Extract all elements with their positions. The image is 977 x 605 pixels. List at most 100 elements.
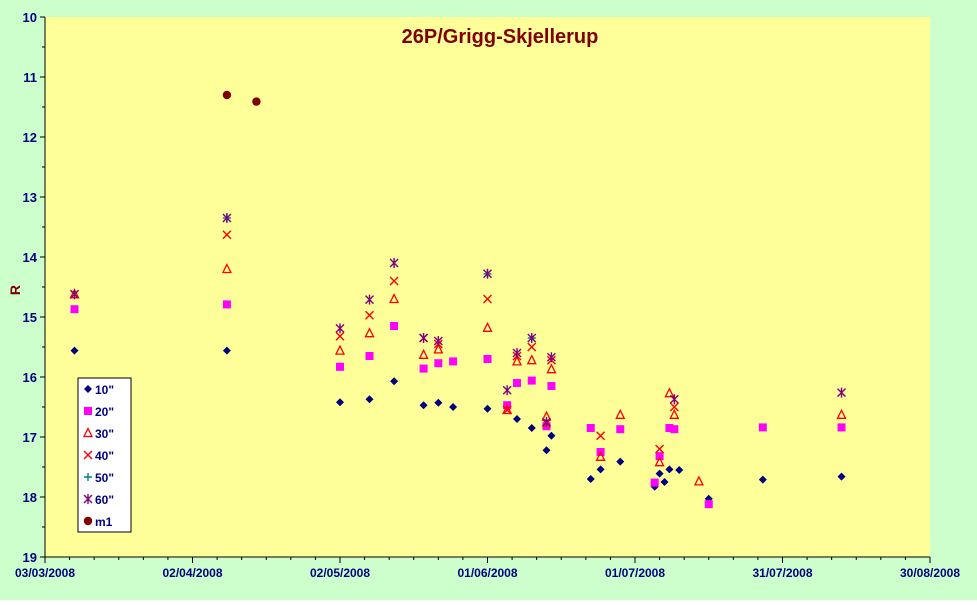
data-point xyxy=(483,294,492,304)
data-point xyxy=(70,289,79,300)
data-point xyxy=(70,346,79,355)
legend-marker xyxy=(83,494,93,504)
data-point xyxy=(434,359,443,368)
data-point xyxy=(660,478,669,486)
data-point xyxy=(449,403,458,411)
data-point xyxy=(596,431,606,441)
data-point xyxy=(669,402,679,412)
y-tick-label: 16 xyxy=(23,370,37,385)
data-point xyxy=(546,352,556,363)
data-point xyxy=(483,355,492,363)
data-point xyxy=(449,357,458,366)
data-point xyxy=(547,431,556,440)
legend-label: 60" xyxy=(95,493,114,507)
y-axis-label: R xyxy=(7,285,23,295)
data-point xyxy=(758,475,767,484)
legend-label: 20" xyxy=(95,405,114,419)
data-point xyxy=(336,362,344,371)
data-point xyxy=(650,478,659,487)
legend-box xyxy=(77,377,132,533)
data-point xyxy=(483,404,492,413)
data-point xyxy=(389,293,400,304)
data-point xyxy=(837,472,846,481)
y-tick-label: 17 xyxy=(23,430,37,445)
x-ticks: 03/03/2008 02/04/2008 02/05/2008 01/06/2008… xyxy=(15,557,960,580)
data-point xyxy=(527,424,536,432)
data-point xyxy=(502,385,512,396)
data-point xyxy=(655,469,664,478)
data-point xyxy=(390,322,399,330)
y-tick-label: 19 xyxy=(23,550,37,565)
data-point xyxy=(836,408,847,419)
plot-area xyxy=(45,17,930,557)
data-point xyxy=(527,342,537,352)
data-point xyxy=(513,415,521,423)
data-point xyxy=(222,90,232,100)
data-point xyxy=(365,395,374,404)
data-point xyxy=(837,423,846,432)
data-point xyxy=(433,343,444,354)
data-point xyxy=(542,446,551,455)
data-point xyxy=(513,379,521,387)
legend-label: m1 xyxy=(95,515,113,529)
data-point xyxy=(418,348,429,359)
data-point xyxy=(70,305,79,314)
data-point xyxy=(334,344,346,355)
data-point xyxy=(527,333,537,343)
data-point xyxy=(433,336,443,346)
data-point xyxy=(335,331,345,341)
data-point xyxy=(252,97,261,106)
legend-marker xyxy=(83,516,93,526)
data-point xyxy=(365,352,374,360)
x-tick-label: 30/08/2008 xyxy=(900,566,960,580)
y-tick-label: 10 xyxy=(23,10,37,25)
data-point xyxy=(670,425,679,434)
data-point xyxy=(482,321,493,332)
data-point xyxy=(542,417,551,427)
data-point xyxy=(665,465,674,474)
y-tick-label: 11 xyxy=(23,70,37,85)
data-point xyxy=(586,475,595,483)
x-tick-label: 02/05/2008 xyxy=(310,566,370,580)
x-tick-label: 01/06/2008 xyxy=(457,566,517,580)
y-ticks: 10 11 12 13 14 15 16 17 18 19 xyxy=(23,10,45,565)
data-point xyxy=(364,327,375,338)
data-point xyxy=(693,475,704,486)
data-point xyxy=(616,425,625,434)
data-point xyxy=(595,450,606,461)
data-point xyxy=(758,423,767,432)
y-tick-label: 13 xyxy=(23,190,37,205)
legend-label: 50" xyxy=(95,471,114,485)
data-point xyxy=(546,363,557,374)
data-point xyxy=(365,294,374,305)
data-point xyxy=(390,377,399,386)
x-tick-label: 02/04/2008 xyxy=(162,566,222,580)
chart-title: 26P/Grigg-Skjellerup xyxy=(402,26,599,48)
legend: 10" 20" 30" 40" 50" 60" m1 xyxy=(77,377,132,533)
data-point xyxy=(222,230,232,240)
data-point xyxy=(365,310,374,320)
data-point xyxy=(665,424,674,432)
data-point xyxy=(389,258,399,268)
data-point xyxy=(655,452,664,461)
data-point xyxy=(616,457,625,466)
data-point xyxy=(664,387,675,398)
data-point xyxy=(654,456,665,467)
legend-marker xyxy=(83,450,93,460)
legend-items: 10" 20" 30" 40" 50" 60" m1 xyxy=(82,383,114,529)
x-tick-label: 31/07/2008 xyxy=(752,566,812,580)
legend-marker xyxy=(84,473,92,481)
data-point xyxy=(704,500,713,509)
legend-marker xyxy=(82,427,94,438)
data-point xyxy=(336,398,344,407)
data-point xyxy=(527,376,536,385)
legend-marker xyxy=(84,385,92,393)
data-point xyxy=(222,213,232,223)
data-point xyxy=(675,466,684,474)
data-point xyxy=(655,444,665,454)
data-point xyxy=(222,346,231,355)
legend-label: 40" xyxy=(95,449,114,463)
data-point xyxy=(669,394,679,405)
